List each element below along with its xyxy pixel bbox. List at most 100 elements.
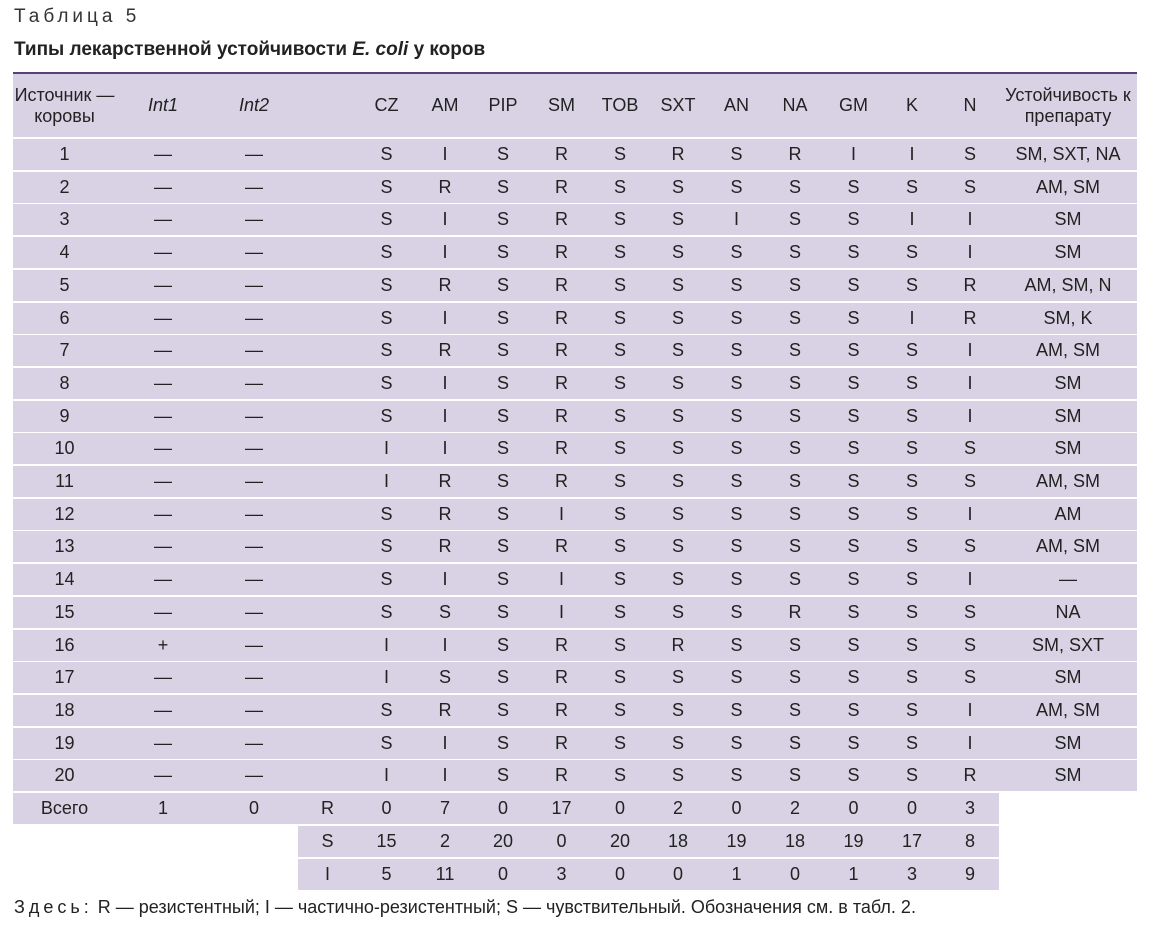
- cell-source: 15: [54, 602, 75, 622]
- cell-resistance: SM: [1054, 438, 1082, 458]
- cell-sm: R: [555, 733, 568, 753]
- cell-sxt: S: [671, 504, 684, 524]
- table-row: 6 — — S I S R S S S S S I R SM, K: [13, 303, 1137, 334]
- cell-cz: S: [380, 504, 393, 524]
- cell-sxt: S: [671, 242, 684, 262]
- cell-an: S: [730, 373, 743, 393]
- cell-n: S: [963, 602, 976, 622]
- totals-row-background: [298, 826, 999, 857]
- totals-an: 19: [726, 831, 747, 851]
- table-row: 4 — — S I S R S S S S S S I SM: [13, 237, 1137, 268]
- header-drug-sm: SM: [548, 95, 575, 115]
- cell-resistance: —: [1059, 569, 1077, 589]
- cell-am: I: [442, 635, 448, 655]
- cell-sxt: R: [671, 635, 685, 655]
- cell-resistance: SM: [1054, 242, 1082, 262]
- cell-resistance: SM: [1054, 209, 1082, 229]
- cell-an: S: [730, 569, 743, 589]
- cell-gm: S: [847, 373, 860, 393]
- cell-na: S: [788, 765, 801, 785]
- cell-na: S: [788, 635, 801, 655]
- cell-pip: S: [496, 536, 509, 556]
- cell-cz: I: [383, 765, 389, 785]
- cell-sxt: S: [671, 373, 684, 393]
- table-footnote: Здесь: R — резистентный; I — частично-ре…: [14, 897, 916, 918]
- cell-resistance: AM, SM, N: [1024, 275, 1112, 295]
- cell-sm: R: [555, 242, 568, 262]
- cell-tob: S: [613, 733, 626, 753]
- cell-int2: —: [245, 504, 263, 524]
- cell-cz: S: [380, 209, 393, 229]
- cell-am: R: [438, 536, 452, 556]
- cell-an: S: [730, 242, 743, 262]
- totals-gm: 0: [848, 798, 859, 818]
- table-top-rule: [13, 72, 1137, 74]
- cell-gm: S: [847, 536, 860, 556]
- cell-am: S: [438, 667, 451, 687]
- cell-cz: S: [380, 733, 393, 753]
- cell-na: S: [788, 700, 801, 720]
- cell-sm: R: [555, 340, 568, 360]
- cell-gm: S: [847, 177, 860, 197]
- cell-sm: R: [555, 308, 568, 328]
- cell-am: R: [438, 700, 452, 720]
- cell-int2: —: [245, 177, 263, 197]
- cell-tob: S: [613, 177, 626, 197]
- totals-row: Всего 1 0 R 0 7 0 17 0 2 0 2 0 0 3: [13, 793, 999, 824]
- cell-an: S: [730, 308, 743, 328]
- cell-int1: —: [154, 569, 172, 589]
- cell-tob: S: [613, 209, 626, 229]
- cell-an: S: [730, 602, 743, 622]
- cell-tob: S: [613, 635, 626, 655]
- cell-source: 5: [59, 275, 70, 295]
- cell-k: S: [905, 667, 918, 687]
- cell-an: S: [730, 733, 743, 753]
- cell-na: S: [788, 504, 801, 524]
- cell-n: I: [967, 700, 973, 720]
- cell-sm: R: [555, 177, 568, 197]
- cell-int2: —: [245, 209, 263, 229]
- cell-tob: S: [613, 144, 626, 164]
- cell-an: S: [730, 177, 743, 197]
- cell-resistance: AM: [1054, 504, 1082, 524]
- cell-n: S: [963, 144, 976, 164]
- cell-am: I: [442, 242, 448, 262]
- totals-row: S 15 2 20 0 20 18 19 18 19 17 8: [13, 826, 999, 857]
- totals-sxt: 18: [667, 831, 689, 851]
- cell-tob: S: [613, 275, 626, 295]
- cell-tob: S: [613, 438, 626, 458]
- totals-category: S: [321, 831, 334, 851]
- cell-k: S: [905, 373, 918, 393]
- cell-n: S: [963, 536, 976, 556]
- cell-k: S: [905, 242, 918, 262]
- cell-n: S: [963, 471, 976, 491]
- cell-sxt: S: [671, 733, 684, 753]
- cell-resistance: SM, SXT, NA: [1015, 144, 1121, 164]
- cell-int1: +: [157, 635, 169, 655]
- totals-cz: 15: [376, 831, 397, 851]
- cell-an: S: [730, 504, 743, 524]
- cell-pip: S: [496, 308, 509, 328]
- totals-cz: 0: [381, 798, 392, 818]
- cell-k: S: [905, 765, 918, 785]
- cell-source: 19: [54, 733, 75, 753]
- cell-source: 11: [55, 471, 74, 491]
- cell-an: I: [733, 209, 739, 229]
- cell-pip: S: [496, 275, 509, 295]
- cell-int1: —: [154, 242, 172, 262]
- cell-n: I: [967, 504, 973, 524]
- cell-int1: —: [154, 340, 172, 360]
- cell-cz: S: [380, 406, 393, 426]
- totals-category: R: [321, 798, 334, 818]
- header-drug-na: NA: [782, 95, 808, 115]
- cell-pip: S: [496, 209, 509, 229]
- cell-am: I: [442, 406, 448, 426]
- header-int1: Int1: [147, 95, 179, 115]
- cell-k: S: [905, 406, 918, 426]
- cell-int2: —: [245, 602, 263, 622]
- cell-resistance: SM: [1054, 406, 1082, 426]
- cell-gm: S: [847, 569, 860, 589]
- cell-k: S: [905, 471, 918, 491]
- totals-am: 7: [439, 798, 450, 818]
- cell-k: S: [905, 504, 918, 524]
